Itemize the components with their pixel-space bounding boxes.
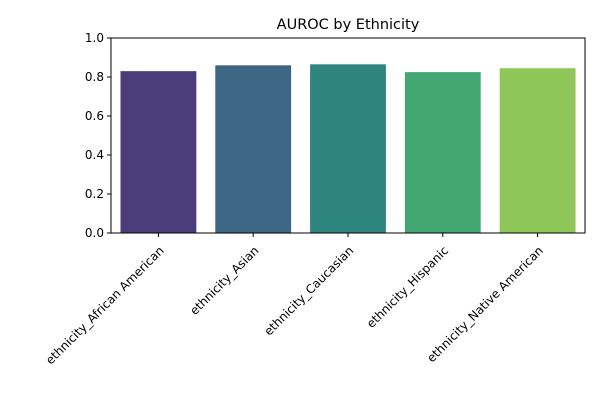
y-tick-label: 1.0 (85, 31, 104, 45)
y-tick-label: 0.4 (85, 148, 104, 162)
y-tick-label: 0.0 (85, 226, 104, 240)
bar-2 (215, 65, 292, 233)
y-tick-label: 0.2 (85, 187, 104, 201)
x-tick-label: ethnicity_Hispanic (364, 243, 451, 330)
x-tick-label: ethnicity_Asian (187, 243, 261, 317)
bar-5 (499, 68, 576, 233)
x-tick-label: ethnicity_Caucasian (261, 243, 356, 338)
x-axis: ethnicity_African American ethnicity_Asia… (43, 233, 546, 367)
chart-title: AUROC by Ethnicity (277, 17, 420, 33)
y-tick-label: 0.6 (85, 109, 104, 123)
y-tick-label: 0.8 (85, 70, 104, 84)
bar-3 (310, 64, 386, 233)
bar-1 (120, 71, 197, 234)
plot-frame (110, 37, 586, 234)
y-axis: 0.0 0.2 0.4 0.6 0.8 1.0 (85, 31, 111, 240)
bars-group (120, 64, 576, 234)
x-tick-label: ethnicity_African American (43, 243, 167, 367)
bar-4 (404, 72, 481, 233)
